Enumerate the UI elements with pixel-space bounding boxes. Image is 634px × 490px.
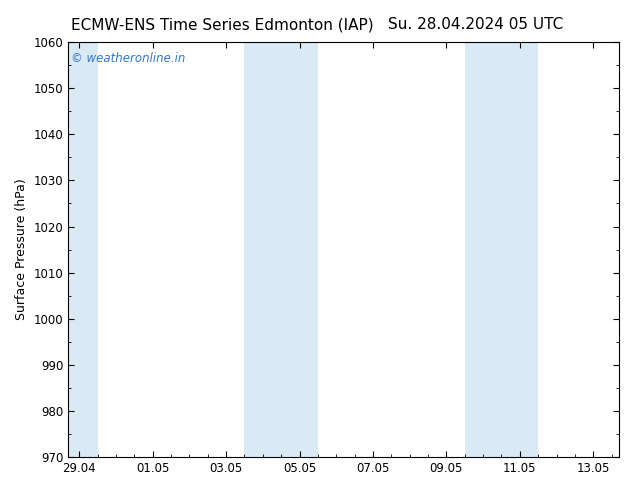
Text: ECMW-ENS Time Series Edmonton (IAP): ECMW-ENS Time Series Edmonton (IAP) [70, 17, 373, 32]
Bar [465, 42, 538, 457]
Bar [245, 42, 318, 457]
Text: Su. 28.04.2024 05 UTC: Su. 28.04.2024 05 UTC [388, 17, 563, 32]
Y-axis label: Surface Pressure (hPa): Surface Pressure (hPa) [15, 179, 28, 320]
Bar [68, 42, 98, 457]
Text: © weatheronline.in: © weatheronline.in [71, 52, 185, 66]
